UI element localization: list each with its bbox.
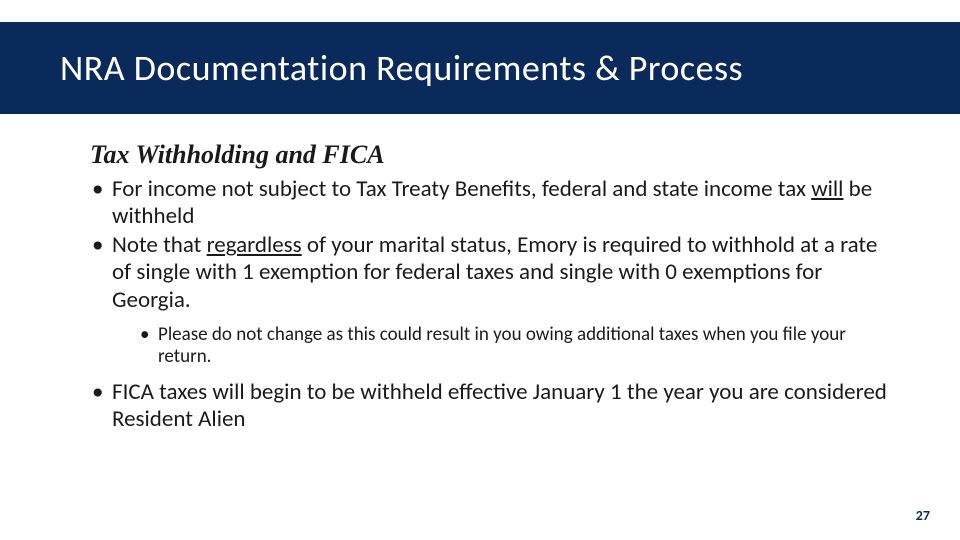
bullet-1-text-pre: For income not subject to Tax Treaty Ben… bbox=[112, 175, 811, 203]
bullet-list: For income not subject to Tax Treaty Ben… bbox=[90, 176, 890, 433]
bullet-2: Note that regardless of your marital sta… bbox=[90, 232, 890, 369]
subheading: Tax Withholding and FICA bbox=[90, 140, 890, 170]
title-bar: NRA Documentation Requirements & Process bbox=[0, 22, 960, 114]
bullet-2-sub: Please do not change as this could resul… bbox=[140, 324, 890, 370]
bullet-2-text-pre: Note that bbox=[112, 231, 207, 259]
content-area: Tax Withholding and FICA For income not … bbox=[90, 140, 890, 435]
bullet-1-underline: will bbox=[811, 175, 843, 203]
page-number: 27 bbox=[916, 507, 930, 524]
bullet-2-underline: regardless bbox=[207, 231, 302, 259]
slide-title: NRA Documentation Requirements & Process bbox=[60, 46, 743, 90]
sub-bullet-list: Please do not change as this could resul… bbox=[112, 324, 890, 370]
bullet-1: For income not subject to Tax Treaty Ben… bbox=[90, 176, 890, 230]
bullet-3: FICA taxes will begin to be withheld eff… bbox=[90, 379, 890, 433]
